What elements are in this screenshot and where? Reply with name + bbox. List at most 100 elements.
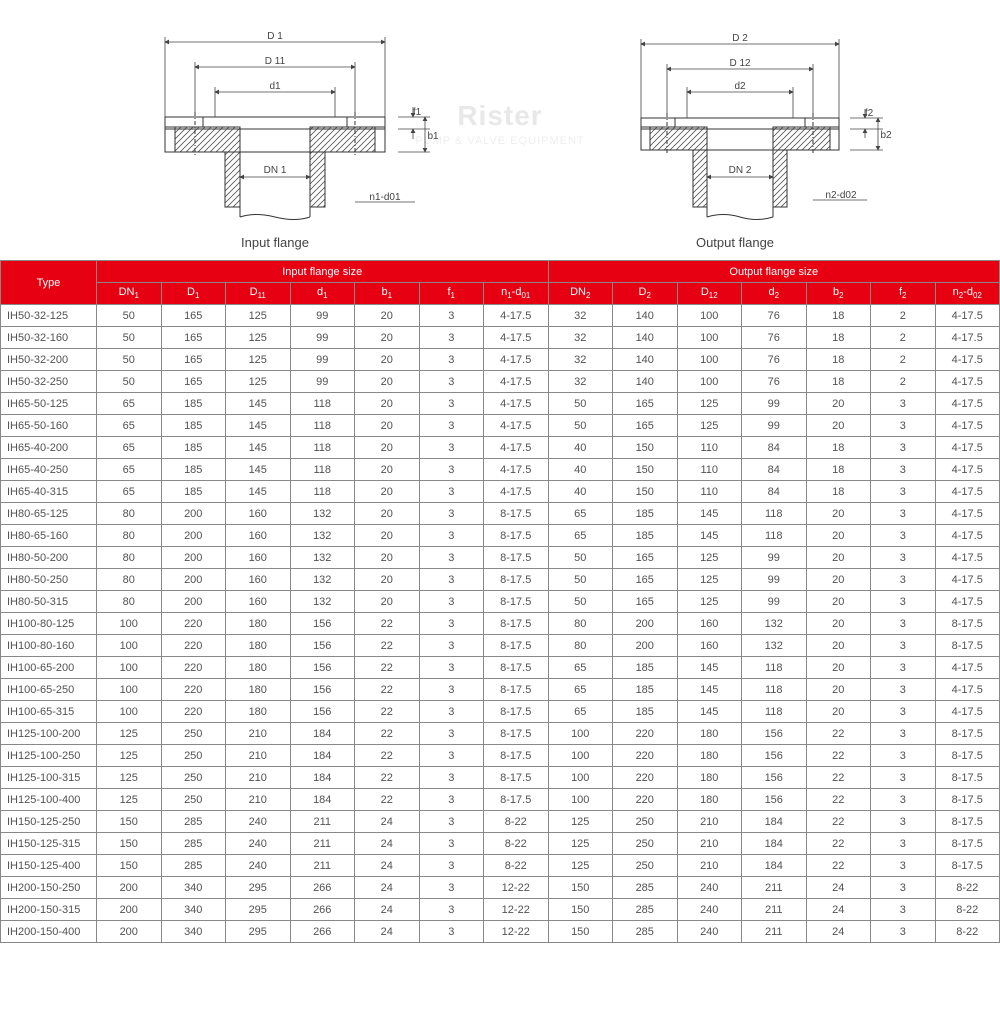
cell-value: 3 [419, 591, 484, 613]
cell-value: 32 [548, 305, 613, 327]
cell-value: 8-17.5 [484, 547, 549, 569]
cell-value: 180 [677, 745, 742, 767]
cell-value: 125 [97, 789, 162, 811]
cell-value: 4-17.5 [935, 305, 1000, 327]
th-col: DN1 [97, 283, 162, 305]
cell-value: 185 [613, 679, 678, 701]
cell-value: 3 [419, 305, 484, 327]
cell-value: 125 [97, 745, 162, 767]
cell-type: IH125-100-400 [1, 789, 97, 811]
cell-value: 340 [161, 899, 226, 921]
cell-value: 22 [806, 745, 871, 767]
cell-value: 220 [613, 745, 678, 767]
cell-value: 180 [226, 701, 291, 723]
cell-value: 3 [419, 547, 484, 569]
cell-value: 110 [677, 437, 742, 459]
cell-value: 250 [161, 767, 226, 789]
cell-value: 20 [355, 393, 420, 415]
cell-value: 200 [97, 899, 162, 921]
cell-type: IH80-50-315 [1, 591, 97, 613]
cell-value: 8-17.5 [484, 679, 549, 701]
cell-value: 3 [871, 767, 936, 789]
cell-value: 80 [97, 569, 162, 591]
cell-value: 145 [677, 679, 742, 701]
cell-value: 266 [290, 899, 355, 921]
cell-value: 132 [290, 569, 355, 591]
cell-value: 4-17.5 [935, 415, 1000, 437]
cell-value: 4-17.5 [935, 657, 1000, 679]
cell-value: 211 [290, 855, 355, 877]
cell-value: 18 [806, 437, 871, 459]
cell-value: 200 [97, 877, 162, 899]
cell-value: 100 [97, 701, 162, 723]
cell-value: 80 [97, 547, 162, 569]
cell-type: IH150-125-400 [1, 855, 97, 877]
cell-value: 3 [419, 701, 484, 723]
cell-type: IH100-80-125 [1, 613, 97, 635]
cell-value: 145 [226, 481, 291, 503]
cell-value: 3 [871, 547, 936, 569]
cell-type: IH125-100-250 [1, 745, 97, 767]
cell-value: 20 [355, 591, 420, 613]
cell-value: 4-17.5 [935, 679, 1000, 701]
cell-value: 4-17.5 [935, 525, 1000, 547]
cell-type: IH50-32-160 [1, 327, 97, 349]
cell-value: 99 [290, 371, 355, 393]
cell-value: 132 [290, 503, 355, 525]
cell-value: 210 [677, 833, 742, 855]
cell-value: 160 [226, 569, 291, 591]
cell-value: 99 [742, 547, 807, 569]
cell-value: 184 [742, 811, 807, 833]
cell-value: 240 [226, 855, 291, 877]
cell-value: 3 [871, 921, 936, 943]
cell-value: 118 [742, 701, 807, 723]
cell-value: 118 [742, 679, 807, 701]
cell-value: 156 [290, 701, 355, 723]
cell-value: 132 [290, 547, 355, 569]
cell-type: IH50-32-125 [1, 305, 97, 327]
cell-value: 20 [806, 679, 871, 701]
cell-value: 150 [613, 437, 678, 459]
table-row: IH80-50-200802001601322038-17.5501651259… [1, 547, 1000, 569]
cell-value: 125 [677, 591, 742, 613]
cell-value: 3 [419, 635, 484, 657]
cell-value: 125 [226, 305, 291, 327]
cell-value: 150 [548, 921, 613, 943]
cell-value: 8-22 [484, 811, 549, 833]
cell-value: 3 [419, 327, 484, 349]
cell-value: 185 [161, 415, 226, 437]
cell-value: 185 [613, 657, 678, 679]
cell-value: 8-17.5 [484, 591, 549, 613]
cell-value: 12-22 [484, 899, 549, 921]
cell-value: 50 [548, 591, 613, 613]
cell-value: 180 [677, 789, 742, 811]
cell-value: 100 [97, 613, 162, 635]
cell-value: 8-22 [484, 855, 549, 877]
cell-value: 20 [806, 591, 871, 613]
dim-DN1: DN 1 [264, 165, 287, 176]
cell-value: 4-17.5 [935, 481, 1000, 503]
table-row: IH150-125-4001502852402112438-2212525021… [1, 855, 1000, 877]
table-row: IH200-150-40020034029526624312-221502852… [1, 921, 1000, 943]
cell-value: 76 [742, 349, 807, 371]
cell-value: 3 [419, 855, 484, 877]
cell-value: 3 [871, 459, 936, 481]
cell-value: 2 [871, 349, 936, 371]
cell-value: 145 [677, 701, 742, 723]
cell-value: 32 [548, 327, 613, 349]
cell-value: 240 [677, 921, 742, 943]
cell-value: 210 [226, 745, 291, 767]
cell-value: 4-17.5 [935, 371, 1000, 393]
cell-value: 20 [355, 349, 420, 371]
cell-value: 185 [613, 701, 678, 723]
cell-value: 18 [806, 459, 871, 481]
watermark-main: Rister [457, 100, 542, 132]
cell-value: 65 [97, 481, 162, 503]
cell-value: 22 [355, 767, 420, 789]
cell-value: 165 [161, 349, 226, 371]
cell-type: IH65-50-160 [1, 415, 97, 437]
cell-value: 65 [97, 437, 162, 459]
cell-value: 8-17.5 [935, 855, 1000, 877]
cell-value: 4-17.5 [935, 393, 1000, 415]
cell-value: 210 [226, 723, 291, 745]
